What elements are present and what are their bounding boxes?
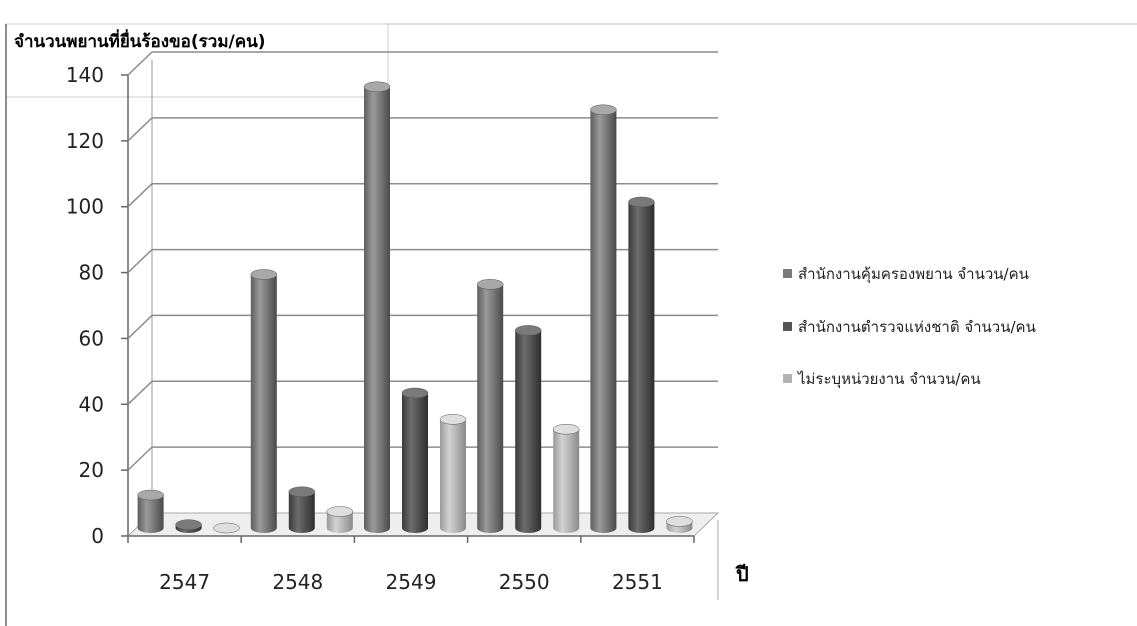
y-ticks: 0 20 40 60 80 100 120 140 bbox=[66, 63, 128, 548]
bar-body bbox=[628, 202, 654, 533]
y-tick-label: 60 bbox=[79, 326, 104, 350]
legend-item: ไม่ระบุหน่วยงาน จำนวน/คน bbox=[783, 370, 981, 389]
bar-cap bbox=[628, 197, 654, 207]
bar-cap bbox=[289, 487, 315, 497]
bar-cap bbox=[515, 325, 541, 335]
bar bbox=[364, 82, 390, 533]
bar bbox=[553, 424, 579, 533]
bar bbox=[176, 520, 202, 533]
bar-cap bbox=[176, 520, 202, 530]
x-tick-label: 2548 bbox=[272, 570, 323, 594]
legend-swatch-s1 bbox=[783, 322, 792, 331]
bar-cap bbox=[666, 516, 692, 526]
legend-item: สำนักงานตำรวจแห่งชาติ จำนวน/คน bbox=[783, 318, 1036, 336]
bar bbox=[327, 507, 353, 533]
bar-cap bbox=[364, 82, 390, 92]
bar bbox=[477, 279, 503, 533]
y-tick-label: 100 bbox=[66, 195, 104, 219]
bar-cap bbox=[553, 424, 579, 434]
gridline-diagonal bbox=[128, 381, 152, 404]
legend-swatch-s0 bbox=[783, 269, 792, 278]
x-tick-label: 2547 bbox=[159, 570, 210, 594]
x-tick-label: 2550 bbox=[499, 570, 550, 594]
bar-body bbox=[402, 393, 428, 533]
bar bbox=[590, 105, 616, 533]
bar bbox=[515, 325, 541, 533]
bar-body bbox=[289, 492, 315, 533]
gridline-diagonal bbox=[128, 184, 152, 207]
bar-cap bbox=[440, 414, 466, 424]
bar-body bbox=[515, 330, 541, 533]
gridline-diagonal bbox=[128, 118, 152, 141]
bar-body bbox=[364, 87, 390, 533]
bar bbox=[440, 414, 466, 533]
bar-cap bbox=[251, 269, 277, 279]
bar bbox=[251, 269, 277, 533]
y-tick-label: 40 bbox=[79, 392, 104, 416]
y-tick-label: 0 bbox=[91, 524, 104, 548]
bar bbox=[138, 490, 164, 533]
bars bbox=[138, 82, 693, 533]
legend-label-s1: สำนักงานตำรวจแห่งชาติ จำนวน/คน bbox=[798, 318, 1036, 336]
x-ticks: 2547 2548 2549 2550 2551 bbox=[128, 536, 694, 594]
bar-cap bbox=[402, 388, 428, 398]
legend-label-s2: ไม่ระบุหน่วยงาน จำนวน/คน bbox=[797, 370, 981, 389]
bar-cap bbox=[590, 105, 616, 115]
bar-body bbox=[138, 495, 164, 533]
bar bbox=[666, 516, 692, 533]
legend-swatch-s2 bbox=[783, 374, 792, 383]
bar-body bbox=[477, 284, 503, 533]
x-tick-label: 2551 bbox=[612, 570, 663, 594]
bar-cap bbox=[214, 523, 240, 533]
bar-body bbox=[440, 419, 466, 533]
bar-cap bbox=[138, 490, 164, 500]
y-tick-label: 80 bbox=[79, 261, 104, 285]
y-axis-label: จำนวนพยานที่ยื่นร้องขอ(รวม/คน) bbox=[14, 29, 266, 52]
gridline-diagonal bbox=[128, 447, 152, 470]
bar-cap bbox=[477, 279, 503, 289]
y-tick-label: 120 bbox=[66, 129, 104, 153]
bar-cap bbox=[327, 507, 353, 517]
legend-label-s0: สำนักงานคุ้มครองพยาน จำนวน/คน bbox=[798, 265, 1029, 284]
bar-body bbox=[251, 274, 277, 533]
x-tick-label: 2549 bbox=[386, 570, 437, 594]
gridline-diagonal bbox=[128, 250, 152, 273]
bar bbox=[402, 388, 428, 533]
gridline-diagonal bbox=[128, 315, 152, 338]
y-tick-label: 20 bbox=[79, 458, 104, 482]
bar bbox=[628, 197, 654, 533]
bar bbox=[214, 523, 240, 533]
bar-body bbox=[590, 110, 616, 533]
y-tick-label: 140 bbox=[66, 63, 104, 87]
legend: สำนักงานคุ้มครองพยาน จำนวน/คน สำนักงานตำ… bbox=[783, 265, 1036, 389]
x-axis-label: ปี bbox=[735, 562, 749, 586]
bar bbox=[289, 487, 315, 533]
bar-body bbox=[553, 429, 579, 533]
legend-item: สำนักงานคุ้มครองพยาน จำนวน/คน bbox=[783, 265, 1029, 284]
